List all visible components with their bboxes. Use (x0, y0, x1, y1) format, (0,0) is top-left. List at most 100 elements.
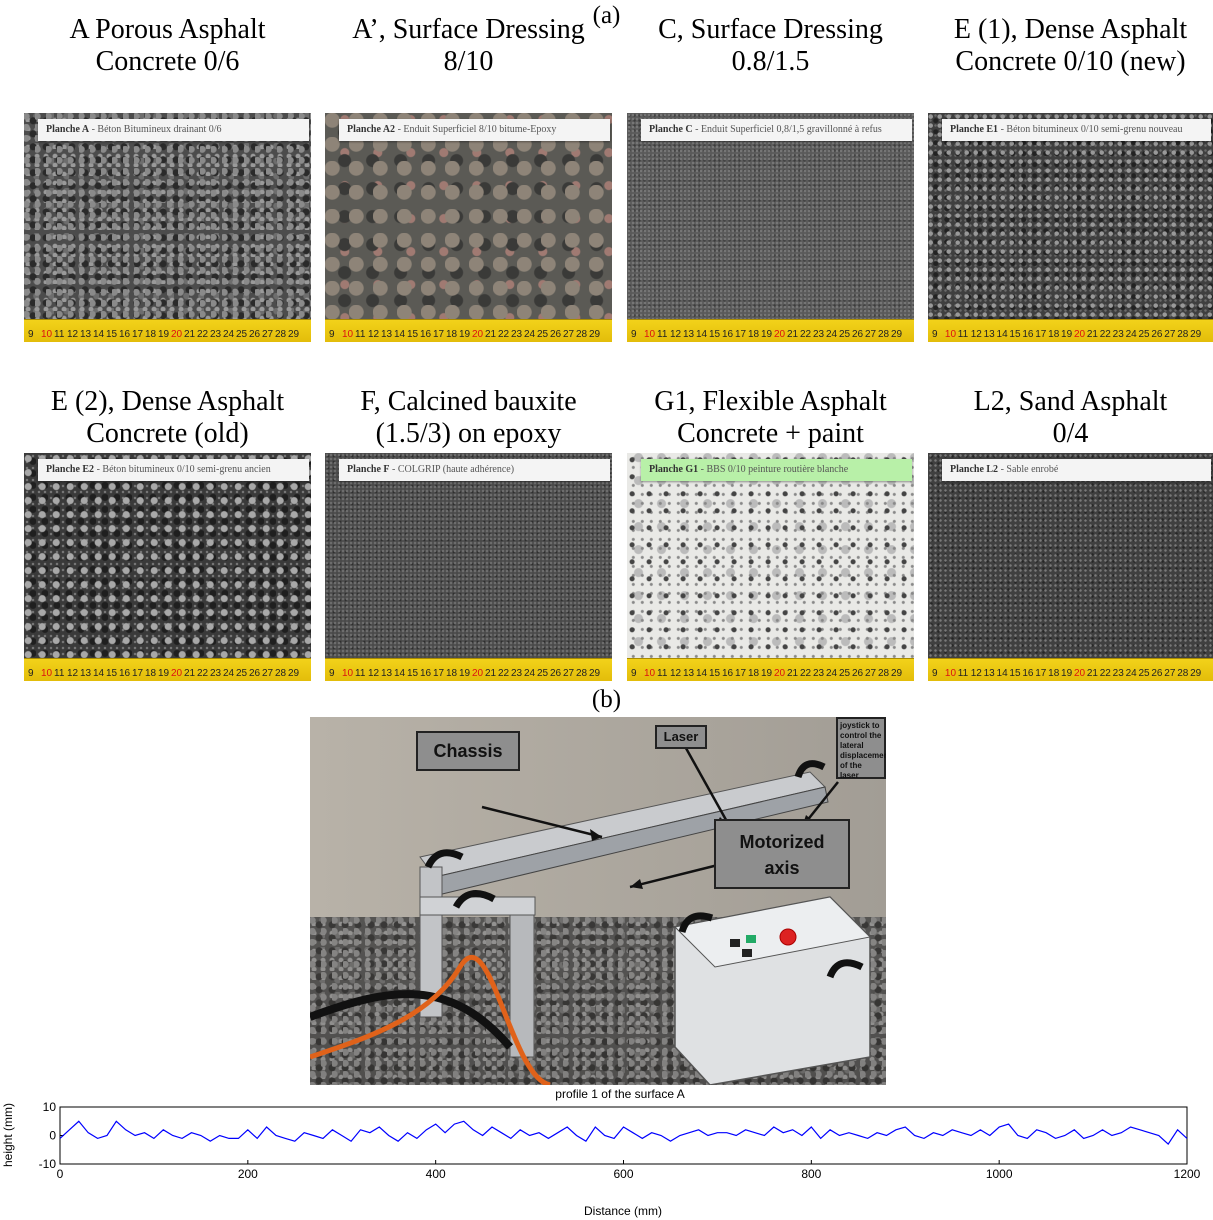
tape-tick-label: 29 (1190, 329, 1202, 340)
tape-tick-label: 24 (1125, 329, 1137, 340)
sample-plate-id: Planche A (46, 124, 90, 135)
tape-tick-label: 11 (657, 329, 668, 340)
sample-caption-line2: Concrete (old) (86, 418, 249, 449)
tape-tick-label: 11 (957, 329, 969, 340)
tape-tick-label: 18 (748, 329, 760, 340)
tape-tick-label: 10 (41, 668, 53, 679)
tape-tick-label: 18 (145, 668, 157, 679)
tape-tick-label: 16 (420, 668, 432, 679)
sample-caption-line1: A Porous Asphalt (69, 14, 266, 45)
tape-tick-label: 19 (158, 668, 170, 679)
tape-tick-label: 24 (223, 329, 235, 340)
sample-plate-id: Planche A2 (347, 124, 396, 135)
tape-tick-label: 14 (996, 329, 1008, 340)
tape-tick-label: 20 (774, 329, 786, 340)
tape-tick-label: 12 (368, 329, 380, 340)
control-box-top (673, 896, 872, 968)
sample-plate-label: Planche C - Enduit Superficiel 0,8/1,5 g… (641, 119, 912, 141)
sample-caption: E (2), Dense Asphalt Concrete (old) (14, 386, 321, 450)
tape-tick-label: 20 (472, 329, 484, 340)
sample-plate-id: Planche E1 (950, 124, 999, 135)
tape-tick-label: 21 (1086, 329, 1098, 340)
tape-tick-label: 27 (1164, 329, 1176, 340)
tape-tick-label: 25 (236, 329, 248, 340)
callout-laser: Laser (655, 725, 707, 749)
sample-plate-label: Planche E1 - Béton bitumineux 0/10 semi-… (942, 119, 1211, 141)
x-tick-label: 1200 (1174, 1167, 1201, 1181)
tape-tick-label: 25 (537, 329, 549, 340)
tape-tick-label: 26 (550, 668, 562, 679)
measuring-tape: 9 10 11 12 13 14 15 16 17 18 19 20 21 22 23 24 25 26 27 28 2… (325, 319, 612, 342)
tape-tick-label: 19 (459, 329, 471, 340)
tape-tick-label: 19 (1061, 329, 1073, 340)
sample-caption-line1: C, Surface Dressing (658, 14, 883, 45)
chassis-crossbar (419, 896, 536, 916)
tape-tick-label: 23 (511, 329, 523, 340)
tape-tick-label: 27 (262, 329, 274, 340)
tape-tick-label: 13 (381, 668, 393, 679)
tape-tick-label: 13 (80, 668, 92, 679)
tape-tick-label: 26 (852, 668, 864, 679)
sample-plate-id: Planche F (347, 464, 390, 475)
tape-tick-label: 9 (932, 329, 938, 340)
measuring-tape: 9 10 11 12 13 14 15 16 17 18 19 20 21 22 23 24 25 26 27 28 2… (627, 319, 914, 342)
sample-plate-text: - Béton Bitumineux drainant 0/6 (89, 124, 222, 135)
tape-tick-label: 20 (1073, 329, 1086, 340)
tape-tick-label: 12 (67, 329, 79, 340)
measuring-tape: 9 10 11 12 13 14 15 16 17 18 19 20 21 22 23 24 25 26 27 28 2… (24, 319, 311, 342)
tape-tick-label: 21 (1086, 668, 1098, 679)
tape-tick-label: 9 (631, 329, 637, 340)
tape-tick-label: 21 (787, 668, 799, 679)
sample-plate-text: - Enduit Superficiel 0,8/1,5 gravillonné… (692, 124, 882, 135)
callout-joystick: joystick to control the lateral displace… (836, 717, 886, 780)
x-tick-label: 0 (57, 1167, 64, 1181)
tape-tick-label: 16 (1022, 668, 1034, 679)
sample-caption-line1: F, Calcined bauxite (360, 386, 577, 417)
x-tick-label: 600 (613, 1167, 633, 1181)
tape-tick-label: 12 (970, 329, 982, 340)
tape-tick-label: 19 (158, 329, 170, 340)
sample-caption: C, Surface Dressing 0.8/1.5 (617, 14, 924, 78)
tape-tick-label: 22 (498, 329, 510, 340)
tape-tick-label: 10 (644, 329, 656, 340)
tape-tick-label: 24 (826, 329, 838, 340)
tape-tick-label: 12 (67, 668, 79, 679)
tape-tick-label: 27 (563, 668, 575, 679)
control-box-handle (678, 912, 714, 934)
tape-tick-label: 28 (275, 329, 287, 340)
tape-tick-label: 11 (355, 329, 366, 340)
sample-plate-text: - COLGRIP (haute adhérence) (389, 464, 515, 475)
handle-middle (452, 890, 496, 909)
tape-tick-label: 12 (670, 668, 682, 679)
measuring-tape: 9 10 11 12 13 14 15 16 17 18 19 20 21 22 23 24 25 26 27 28 2… (325, 658, 612, 681)
sample-plate-text: - Béton bitumineux 0/10 semi-grenu ancie… (94, 464, 271, 475)
sample-plate-label: Planche A - Béton Bitumineux drainant 0/… (38, 119, 309, 141)
device-photo: Chassis Laser joystick to control the la… (310, 717, 886, 1085)
sample-plate-label: Planche E2 - Béton bitumineux 0/10 semi-… (38, 459, 309, 481)
tape-tick-label: 16 (1022, 329, 1034, 340)
sample-caption-line2: 0.8/1.5 (731, 46, 810, 77)
tape-tick-label: 17 (132, 668, 144, 679)
handle-right (794, 760, 826, 779)
tape-tick-label: 10 (41, 329, 53, 340)
sample-plate-label: Planche A2 - Enduit Superficiel 8/10 bit… (339, 119, 610, 141)
device-drawing (310, 740, 872, 1085)
tape-tick-label: 24 (524, 668, 536, 679)
black-cable (310, 990, 514, 1050)
chart-series-line (59, 1120, 1188, 1146)
tape-tick-label: 9 (329, 329, 335, 340)
tape-tick-label: 11 (54, 329, 65, 340)
sample-photo: Planche E1 - Béton bitumineux 0/10 semi-… (928, 113, 1213, 342)
tape-tick-label: 17 (735, 329, 747, 340)
tape-tick-label: 15 (709, 329, 721, 340)
tape-tick-label: 28 (878, 668, 890, 679)
sample-caption-line2: Concrete 0/6 (95, 46, 240, 77)
tape-tick-label: 20 (1073, 668, 1086, 679)
tape-tick-label: 29 (1190, 668, 1202, 679)
callout-laser-text: Laser (663, 729, 699, 744)
tape-tick-label: 22 (1099, 329, 1111, 340)
tape-tick-label: 18 (145, 329, 157, 340)
sample-caption-line1: E (1), Dense Asphalt (953, 14, 1188, 45)
tape-tick-label: 25 (839, 329, 851, 340)
